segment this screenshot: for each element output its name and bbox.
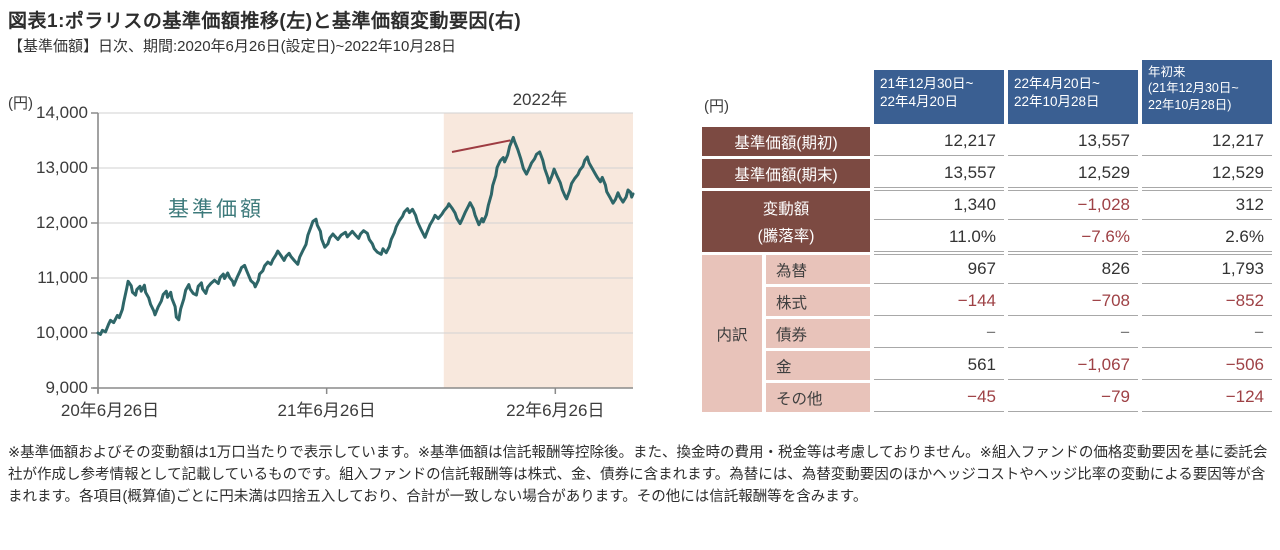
- table-value: 13,557: [874, 159, 1004, 191]
- table-value: 12,529: [1008, 159, 1138, 191]
- table-value: −79: [1008, 383, 1138, 412]
- row-label-equity: 株式: [766, 287, 870, 316]
- x-axis-tick-label: 20年6月26日: [60, 401, 160, 420]
- table-unit-label: (円): [704, 98, 729, 115]
- y-axis-tick-label: 11,000: [37, 268, 88, 287]
- table-value: 11.0%: [874, 223, 1004, 255]
- table-value: −7.6%: [1008, 223, 1138, 255]
- y-axis-tick-label: 13,000: [36, 158, 88, 177]
- series-label: 基準価額: [168, 198, 264, 221]
- factors-table: (円) 21年12月30日~ 22年4月20日 22年4月20日~ 22年10月…: [702, 60, 1272, 412]
- footnote-text: ※基準価額およびその変動額は1万口当たりで表示しています。※基準価額は信託報酬等…: [8, 445, 1268, 505]
- table-value: −45: [874, 383, 1004, 412]
- table-value: −852: [1142, 287, 1272, 316]
- nav-line-chart: (円) 2022年 基準価額 2022年4月20日 最高値 13,557円 9,…: [0, 0, 675, 435]
- column-header-period1: 21年12月30日~ 22年4月20日: [874, 70, 1004, 124]
- y-axis-unit-label: (円): [8, 95, 33, 112]
- nav-series-line: [96, 135, 635, 336]
- table-value: −: [1142, 319, 1272, 348]
- year-2022-shade-region: [443, 113, 633, 388]
- row-label-nav-end: 基準価額(期末): [702, 159, 870, 188]
- row-label-change-rate: (騰落率): [757, 227, 815, 245]
- table-value: −124: [1142, 383, 1272, 412]
- page-title: 図表1:ポラリスの基準価額推移(左)と基準価額変動要因(右): [8, 11, 522, 32]
- x-axis-tick-label: 22年6月26日: [506, 401, 605, 420]
- column-header-period2: 22年4月20日~ 22年10月28日: [1008, 70, 1138, 124]
- x-axis-tick-label: 21年6月26日: [277, 401, 376, 420]
- table-value: 12,217: [1142, 127, 1272, 156]
- table-value: 12,529: [1142, 159, 1272, 191]
- table-value: 1,340: [874, 191, 1004, 220]
- y-axis-tick-label: 10,000: [36, 323, 88, 342]
- row-label-change-amount: 変動額: [762, 201, 810, 219]
- column-header-ytd: 年初来 (21年12月30日~ 22年10月28日): [1142, 60, 1272, 124]
- table-value: −1,028: [1008, 191, 1138, 220]
- table-value: 826: [1008, 255, 1138, 284]
- row-label-change: 変動額 (騰落率): [702, 191, 870, 252]
- row-label-nav-start: 基準価額(期初): [702, 127, 870, 156]
- table-value: 2.6%: [1142, 223, 1272, 255]
- row-group-breakdown: 内訳: [702, 255, 762, 412]
- table-value: 561: [874, 351, 1004, 380]
- chart-subtitle: 【基準価額】日次、期間:2020年6月26日(設定日)~2022年10月28日: [8, 38, 457, 55]
- shade-year-label: 2022年: [512, 90, 568, 109]
- table-value: −1,067: [1008, 351, 1138, 380]
- table-value: 12,217: [874, 127, 1004, 156]
- nav-chart-canvas: [91, 112, 635, 394]
- row-label-gold: 金: [766, 351, 870, 380]
- table-value: −708: [1008, 287, 1138, 316]
- y-axis-tick-label: 14,000: [36, 103, 88, 122]
- table-value: 312: [1142, 191, 1272, 220]
- table-value: 13,557: [1008, 127, 1138, 156]
- table-value: 967: [874, 255, 1004, 284]
- y-axis-tick-label: 9,000: [45, 378, 88, 397]
- table-value: 1,793: [1142, 255, 1272, 284]
- row-label-other: その他: [766, 383, 870, 412]
- table-value: −: [874, 319, 1004, 348]
- y-axis-tick-label: 12,000: [36, 213, 88, 232]
- row-label-fx: 為替: [766, 255, 870, 284]
- peak-pointer-line: [451, 139, 511, 153]
- table-value: −144: [874, 287, 1004, 316]
- row-label-bond: 債券: [766, 319, 870, 348]
- table-value: −506: [1142, 351, 1272, 380]
- table-value: −: [1008, 319, 1138, 348]
